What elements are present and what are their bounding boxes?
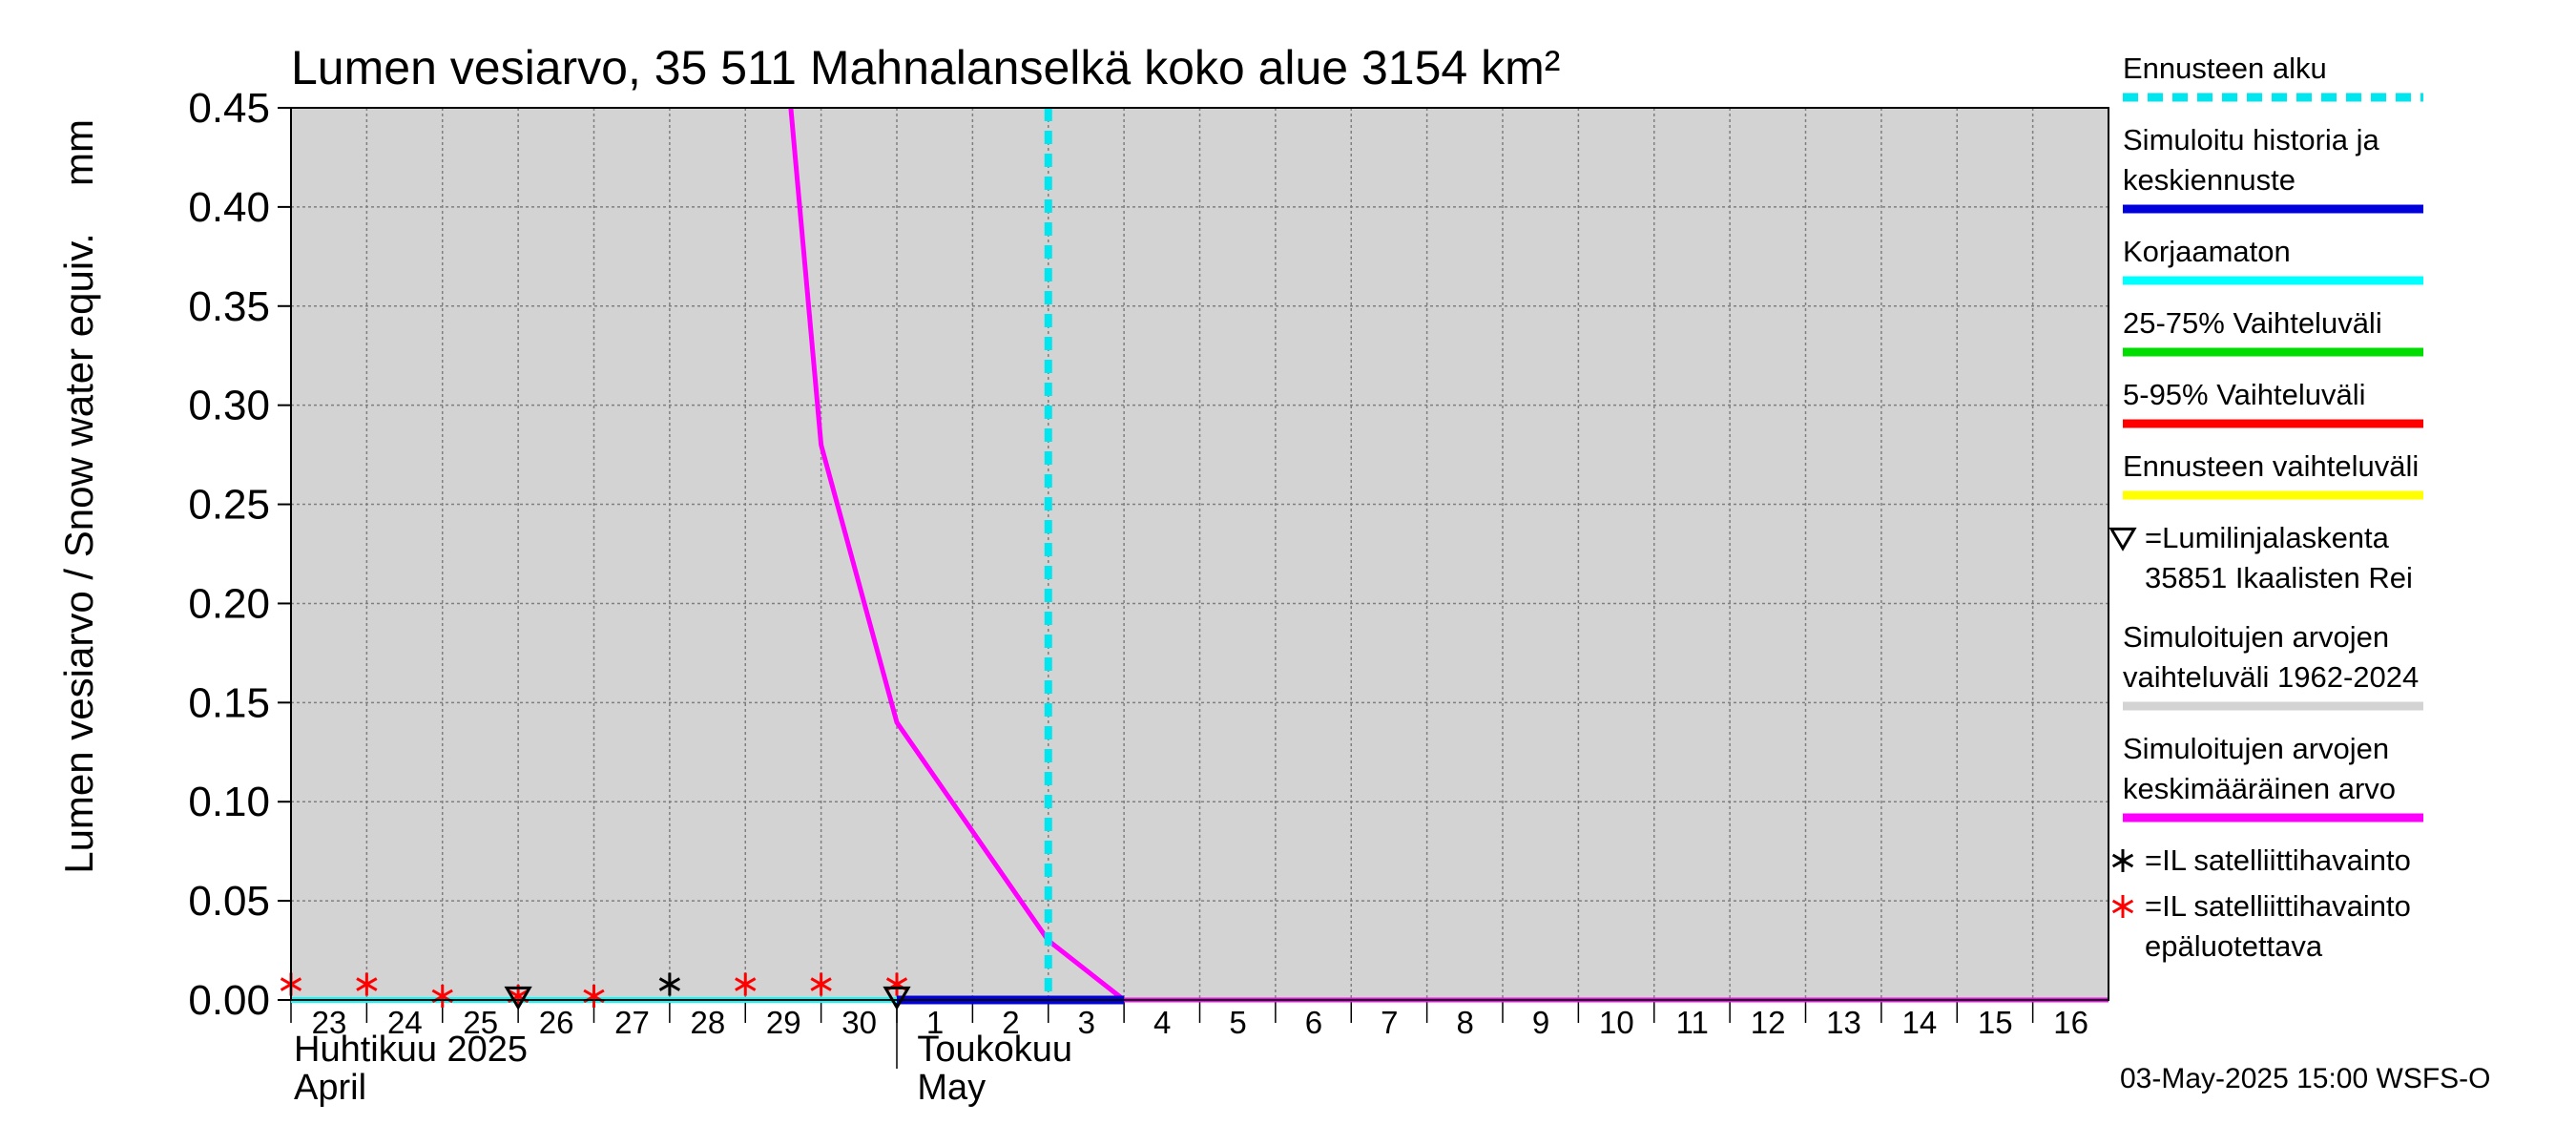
legend-label-line: epäluotettava <box>2145 929 2323 963</box>
legend-star-icon <box>2111 895 2134 918</box>
month-label-may-fi: Toukokuu <box>917 1030 1072 1070</box>
legend-label-line: keskimääräinen arvo <box>2123 772 2396 805</box>
y-axis-unit: mm <box>56 119 101 186</box>
legend-label-line: keskiennuste <box>2123 163 2296 197</box>
x-tick-label: 10 <box>1599 1005 1634 1040</box>
plot-frame <box>290 107 2109 1001</box>
satellite-reliable-marker <box>658 972 681 996</box>
y-tick-label: 0.05 <box>188 878 270 925</box>
x-tick-label: 7 <box>1381 1005 1398 1040</box>
legend-label-line: Korjaamaton <box>2123 235 2291 268</box>
legend-label-line: 35851 Ikaalisten Rei <box>2145 561 2413 594</box>
legend-label-line: Simuloitu historia ja <box>2123 123 2380 156</box>
x-tick-label: 15 <box>1978 1005 2013 1040</box>
y-axis-label: Lumen vesiarvo / Snow water equiv. <box>56 233 101 874</box>
x-tick-label: 8 <box>1456 1005 1473 1040</box>
y-tick-label: 0.30 <box>188 383 270 429</box>
x-tick-label: 4 <box>1153 1005 1171 1040</box>
x-tick-label: 14 <box>1902 1005 1938 1040</box>
star-stroke <box>735 977 757 991</box>
chart-title: Lumen vesiarvo, 35 511 Mahnalanselkä kok… <box>291 41 1560 94</box>
legend: Ennusteen alku Simuloitu historia ja keski… <box>2109 52 2423 963</box>
month-label-april-en: April <box>294 1068 366 1108</box>
legend-label-7: Simuloitujen arvojen vaihteluväli 1962-20… <box>2123 620 2419 694</box>
x-tick-label: 11 <box>1676 1005 1709 1040</box>
x-tick-label: 26 <box>539 1005 574 1040</box>
month-label-april-fi: Huhtikuu 2025 <box>294 1030 528 1070</box>
legend-label-3: 25-75% Vaihteluväli <box>2123 306 2382 340</box>
star-stroke <box>2111 853 2134 868</box>
legend-label-10: =IL satelliittihavainto epäluotettava <box>2145 889 2411 963</box>
x-tick-label: 30 <box>841 1005 877 1040</box>
legend-label-line: 25-75% Vaihteluväli <box>2123 306 2382 340</box>
x-tick-label: 1 <box>926 1005 944 1040</box>
star-stroke <box>356 977 378 991</box>
legend-triangle-icon <box>2109 527 2137 552</box>
star-stroke <box>810 977 832 991</box>
x-axis: 23 24 25 26 27 28 29 30 1 2 3 4 5 6 7 8 9 10 11 12 13 14 15 16H… <box>290 1000 2088 1108</box>
legend-label-5: Ennusteen vaihteluväli <box>2123 449 2419 483</box>
legend-label-line: Simuloitujen arvojen <box>2123 620 2389 654</box>
legend-label-line: =IL satelliittihavainto <box>2145 843 2411 877</box>
legend-label-line: =Lumilinjalaskenta <box>2145 521 2390 554</box>
x-tick-label: 27 <box>614 1005 650 1040</box>
x-tick-label: 28 <box>691 1005 726 1040</box>
x-tick-label: 29 <box>766 1005 801 1040</box>
satellite-unreliable-marker <box>810 972 832 996</box>
y-tick-label: 0.25 <box>188 482 270 529</box>
x-tick-label: 24 <box>387 1005 423 1040</box>
x-tick-label: 2 <box>1002 1005 1019 1040</box>
y-axis: 0.00 0.05 0.10 0.15 0.20 0.25 0.30 0.35 0.40 0.45 <box>188 85 291 1024</box>
legend-label-6: =Lumilinjalaskenta 35851 Ikaalisten Rei <box>2145 521 2413 594</box>
x-tick-label: 16 <box>2053 1005 2088 1040</box>
y-tick-label: 0.20 <box>188 580 270 627</box>
x-tick-label: 6 <box>1305 1005 1322 1040</box>
legend-label-2: Korjaamaton <box>2123 235 2291 268</box>
star-stroke <box>2111 899 2134 914</box>
legend-label-line: =IL satelliittihavainto <box>2145 889 2411 923</box>
timestamp-footer: 03-May-2025 15:00 WSFS-O <box>2120 1063 2491 1094</box>
y-tick-label: 0.10 <box>188 779 270 825</box>
y-tick-label: 0.15 <box>188 679 270 726</box>
star-stroke <box>658 977 681 991</box>
y-tick-label: 0.35 <box>188 283 270 330</box>
snow-course-marker <box>504 986 532 1010</box>
legend-label-line: Ennusteen alku <box>2123 52 2327 85</box>
legend-label-0: Ennusteen alku <box>2123 52 2327 85</box>
x-tick-label: 3 <box>1078 1005 1095 1040</box>
y-tick-label: 0.40 <box>188 184 270 231</box>
x-tick-label: 25 <box>463 1005 498 1040</box>
snow-course-marker <box>883 986 911 1010</box>
x-tick-label: 23 <box>312 1005 347 1040</box>
y-tick-label: 0.00 <box>188 977 270 1024</box>
x-tick-label: 12 <box>1751 1005 1786 1040</box>
legend-label-1: Simuloitu historia ja keskiennuste <box>2123 123 2380 197</box>
legend-label-8: Simuloitujen arvojen keskimääräinen arvo <box>2123 732 2396 805</box>
legend-label-line: 5-95% Vaihteluväli <box>2123 378 2365 411</box>
x-tick-label: 5 <box>1229 1005 1246 1040</box>
legend-star-icon <box>2111 849 2134 872</box>
x-tick-label: 13 <box>1826 1005 1861 1040</box>
month-label-may-en: May <box>917 1068 986 1108</box>
legend-label-line: Simuloitujen arvojen <box>2123 732 2389 765</box>
plot-area <box>291 108 2109 1000</box>
y-tick-label: 0.45 <box>188 85 270 132</box>
satellite-unreliable-marker <box>356 972 378 996</box>
legend-label-4: 5-95% Vaihteluväli <box>2123 378 2365 411</box>
x-tick-label: 9 <box>1532 1005 1549 1040</box>
legend-label-line: Ennusteen vaihteluväli <box>2123 449 2419 483</box>
legend-label-9: =IL satelliittihavainto <box>2145 843 2411 877</box>
satellite-unreliable-marker <box>735 972 757 996</box>
legend-label-line: vaihteluväli 1962-2024 <box>2123 660 2419 694</box>
